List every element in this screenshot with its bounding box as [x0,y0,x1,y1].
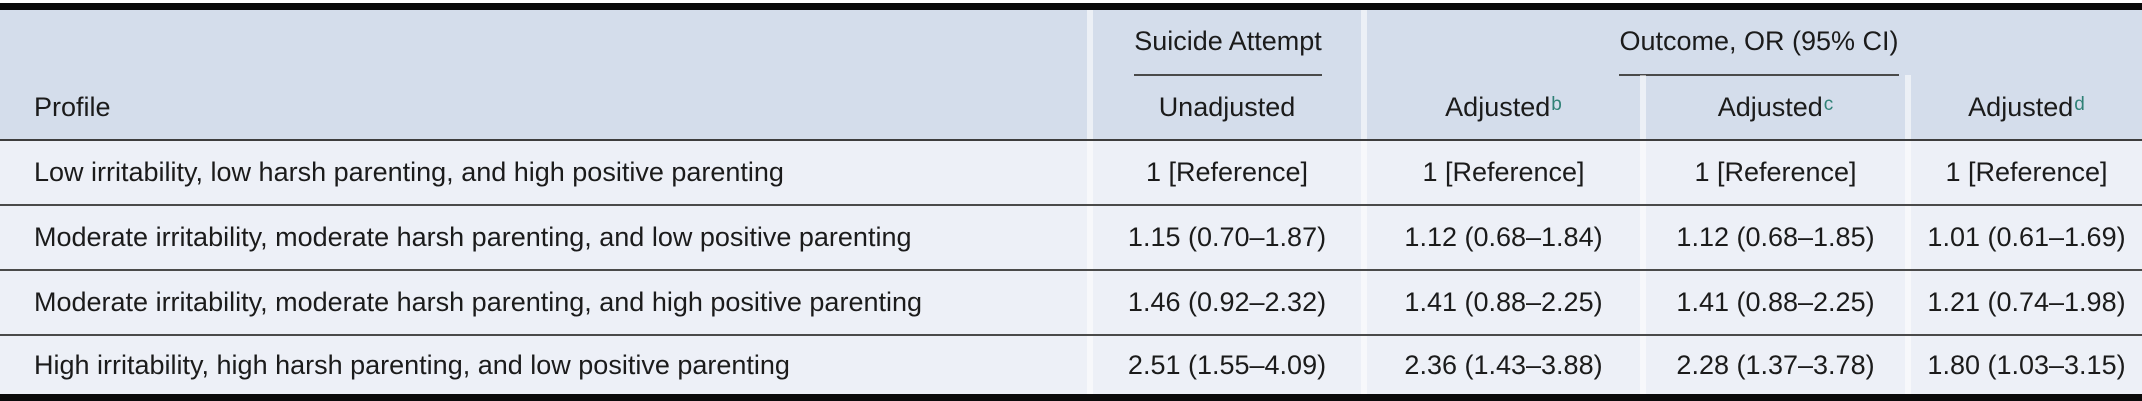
table-body: Low irritability, low harsh parenting, a… [0,139,2142,394]
cell-adjusted-b: 1.41 (0.88–2.25) [1361,271,1640,334]
cell-unadjusted: 1.15 (0.70–1.87) [1087,206,1361,269]
cell-adjusted-c: 1.12 (0.68–1.85) [1640,206,1905,269]
group-header-suicide-attempt: Suicide Attempt [1087,10,1361,76]
table-header: Suicide Attempt Outcome, OR (95% CI) Pro… [0,10,2142,139]
col-header-adjusted-b: Adjusted b [1361,75,1640,139]
cell-adjusted-b: 1.12 (0.68–1.84) [1361,206,1640,269]
cell-adjusted-c: 2.28 (1.37–3.78) [1640,336,1905,394]
col-header-profile: Profile [34,91,111,122]
col-header-adjusted-d-label: Adjusted [1968,91,2074,122]
table-bottom-rule [0,394,2142,401]
cell-adjusted-b: 2.36 (1.43–3.88) [1361,336,1640,394]
cell-adjusted-d: 1.21 (0.74–1.98) [1905,271,2142,334]
cell-adjusted-c: 1 [Reference] [1640,141,1905,204]
column-header-row: Profile Unadjusted Adjusted b Adjusted c A… [0,75,2142,139]
cell-adjusted-c: 1.41 (0.88–2.25) [1640,271,1905,334]
table-row: High irritability, high harsh parenting,… [0,334,2142,394]
group-header-row: Suicide Attempt Outcome, OR (95% CI) [0,10,2142,76]
cell-profile: Moderate irritability, moderate harsh pa… [34,222,912,252]
col-header-unadjusted: Unadjusted [1087,75,1361,139]
cell-adjusted-b: 1 [Reference] [1361,141,1640,204]
col-header-adjusted-c-label: Adjusted [1717,91,1823,122]
group-header-outcome: Outcome, OR (95% CI) [1361,10,2142,76]
group-header-suicide-attempt-label: Suicide Attempt [1134,26,1322,56]
col-header-adjusted-d: Adjusted d [1905,75,2142,139]
cell-adjusted-d: 1 [Reference] [1905,141,2142,204]
cell-adjusted-d: 1.01 (0.61–1.69) [1905,206,2142,269]
cell-adjusted-d: 1.80 (1.03–3.15) [1905,336,2142,394]
cell-unadjusted: 1 [Reference] [1087,141,1361,204]
col-header-adjusted-b-label: Adjusted [1445,91,1551,122]
cell-profile: High irritability, high harsh parenting,… [34,349,790,380]
table-row: Moderate irritability, moderate harsh pa… [0,204,2142,269]
cell-profile: Moderate irritability, moderate harsh pa… [34,287,923,317]
cell-unadjusted: 1.46 (0.92–2.32) [1087,271,1361,334]
table-row: Low irritability, low harsh parenting, a… [0,141,2142,204]
cell-profile: Low irritability, low harsh parenting, a… [34,157,784,187]
cell-unadjusted: 2.51 (1.55–4.09) [1087,336,1361,394]
col-header-adjusted-c: Adjusted c [1640,75,1905,139]
group-header-spacer [0,10,1087,75]
table-row: Moderate irritability, moderate harsh pa… [0,269,2142,334]
group-header-outcome-label: Outcome, OR (95% CI) [1619,26,1899,56]
table-top-rule [0,3,2142,10]
